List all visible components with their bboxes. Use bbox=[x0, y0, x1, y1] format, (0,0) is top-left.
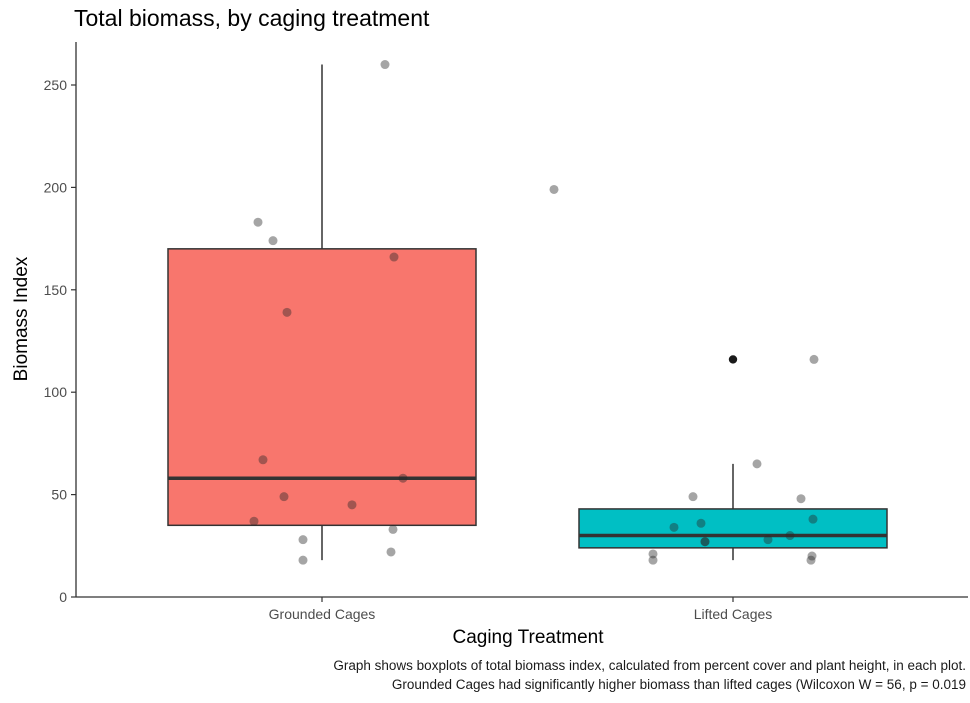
box-iqr bbox=[579, 509, 887, 548]
data-point bbox=[786, 531, 795, 540]
data-point bbox=[670, 523, 679, 532]
data-point bbox=[809, 515, 818, 524]
data-point bbox=[299, 556, 308, 565]
data-point bbox=[280, 492, 289, 501]
data-point bbox=[381, 60, 390, 69]
y-tick-label: 150 bbox=[44, 282, 68, 298]
data-point bbox=[689, 492, 698, 501]
boxplot-series bbox=[168, 65, 887, 561]
data-point bbox=[797, 494, 806, 503]
box-lifted-cages bbox=[579, 355, 887, 560]
data-point bbox=[399, 474, 408, 483]
x-axis-label: Caging Treatment bbox=[452, 627, 604, 648]
data-point bbox=[389, 525, 398, 534]
data-point bbox=[550, 185, 559, 194]
data-point bbox=[348, 500, 357, 509]
y-tick-label: 50 bbox=[51, 487, 67, 503]
y-tick-label: 200 bbox=[44, 179, 68, 195]
data-point bbox=[697, 519, 706, 528]
data-point bbox=[764, 535, 773, 544]
y-tick-label: 0 bbox=[59, 589, 67, 605]
caption-line-2: Grounded Cages had significantly higher … bbox=[6, 676, 966, 693]
caption-line-1: Graph shows boxplots of total biomass in… bbox=[6, 657, 966, 674]
data-point bbox=[254, 218, 263, 227]
x-tick-label: Lifted Cages bbox=[694, 606, 773, 622]
data-point bbox=[753, 459, 762, 468]
data-point bbox=[283, 308, 292, 317]
data-point bbox=[701, 537, 710, 546]
data-point bbox=[269, 236, 278, 245]
chart-title: Total biomass, by caging treatment bbox=[74, 5, 430, 31]
y-axis: 0 50 100 150 200 250 bbox=[44, 42, 76, 605]
data-point bbox=[387, 547, 396, 556]
data-point bbox=[649, 556, 658, 565]
y-axis-label: Biomass Index bbox=[11, 256, 32, 381]
outlier-point bbox=[729, 355, 737, 363]
x-tick-label: Grounded Cages bbox=[269, 606, 376, 622]
data-point bbox=[250, 517, 259, 526]
y-tick-label: 100 bbox=[44, 384, 68, 400]
box-iqr bbox=[168, 249, 476, 525]
data-point bbox=[259, 455, 268, 464]
y-tick-label: 250 bbox=[44, 77, 68, 93]
data-point bbox=[810, 355, 819, 364]
box-grounded-cages bbox=[168, 65, 476, 561]
x-axis: Grounded Cages Lifted Cages bbox=[76, 597, 968, 622]
data-point bbox=[807, 556, 816, 565]
data-point bbox=[299, 535, 308, 544]
data-point bbox=[390, 253, 399, 262]
